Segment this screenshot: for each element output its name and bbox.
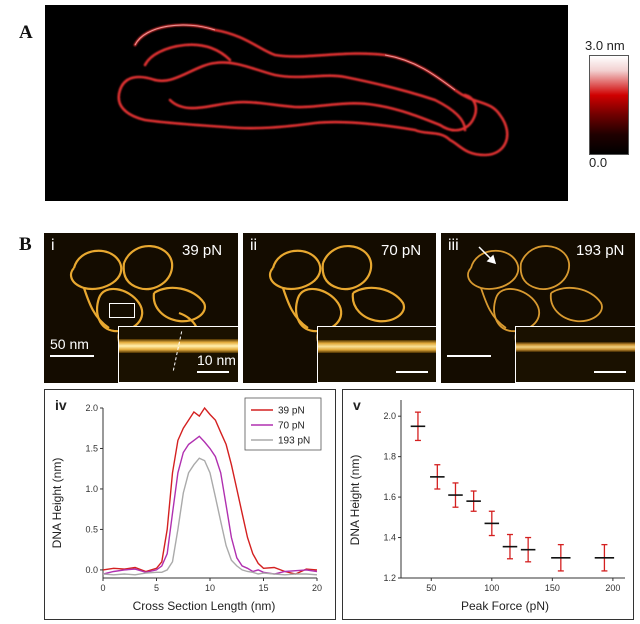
- dna-trace-iii: [467, 245, 603, 361]
- y-tick-label: 2.0: [383, 411, 396, 421]
- x-tick-label: 100: [484, 583, 499, 593]
- legend-entry: 70 pN: [278, 421, 305, 432]
- data-point: [594, 543, 615, 572]
- chart-v: v 50 100 150 200 1.2 1.4 1.6 1.8 2.0 Peak Force …: [348, 397, 625, 613]
- chart-iv-panel-label: iv: [55, 397, 67, 413]
- afm-image-i: i 39 pN 50 nm 10 nm: [44, 233, 239, 383]
- image-label-ii: ii: [250, 237, 258, 254]
- legend-entry: 39 pN: [278, 406, 305, 417]
- y-tick-label: 0.5: [85, 524, 98, 534]
- colorbar-max-label: 3.0 nm: [585, 38, 625, 53]
- chart-v-panel-label: v: [353, 397, 361, 413]
- y-tick-label: 1.6: [383, 492, 396, 502]
- x-tick-label: 150: [545, 583, 560, 593]
- y-tick-label: 0.0: [85, 565, 98, 575]
- data-point: [551, 543, 571, 572]
- legend-box: [244, 397, 322, 451]
- chart-iv-frame: iv 0 5 10 15 20 0.0 0.5 1.0 1.5 2.0 39 pN 70 pN 193…: [44, 389, 336, 620]
- dna-strand-zoom: [119, 339, 238, 353]
- legend-entry: 193 pN: [278, 436, 310, 447]
- series-line-70-pn: [102, 435, 318, 575]
- afm-image-a: [45, 5, 568, 201]
- x-tick-label: 5: [154, 583, 159, 593]
- data-point: [448, 482, 463, 508]
- image-label-i: i: [51, 237, 55, 254]
- chart-iv-ylabel: DNA Height (nm): [50, 458, 64, 549]
- colorbar-min-label: 0.0: [589, 155, 608, 170]
- scale-bar-inset: [594, 371, 626, 373]
- data-point: [410, 411, 426, 442]
- dna-loop-trace-a: [117, 23, 509, 157]
- dna-strand-zoom: [516, 342, 635, 352]
- dna-strand-zoom: [318, 340, 436, 353]
- chart-v-ylabel: DNA Height (nm): [348, 455, 362, 546]
- afm-image-iii: iii 193 pN: [441, 233, 636, 383]
- series-line-39-pn: [102, 406, 318, 575]
- x-tick-label: 50: [426, 583, 436, 593]
- panel-letter-b: B: [19, 234, 32, 255]
- data-point: [430, 464, 445, 490]
- chart-iv: iv 0 5 10 15 20 0.0 0.5 1.0 1.5 2.0 39 pN 70 pN 193…: [50, 397, 322, 613]
- y-tick-label: 1.5: [85, 443, 98, 453]
- data-point: [466, 490, 481, 512]
- arrow-indicator: [478, 246, 497, 265]
- zoom-inset-iii: [515, 326, 636, 383]
- afm-image-ii: ii 70 pN: [243, 233, 437, 383]
- series-line-193-pn: [102, 457, 318, 576]
- scale-bar-main: [50, 355, 94, 357]
- scale-bar-main: [447, 355, 491, 357]
- colorbar: [589, 55, 629, 155]
- x-tick-label: 15: [258, 583, 268, 593]
- zoom-inset-i: 10 nm: [118, 326, 239, 383]
- chart-v-xlabel: Peak Force (pN): [461, 599, 549, 613]
- y-tick-label: 1.8: [383, 452, 396, 462]
- inset-region-marker: [109, 303, 135, 318]
- data-point: [502, 533, 518, 560]
- force-label-iii: 193 pN: [576, 242, 625, 259]
- chart-v-frame: v 50 100 150 200 1.2 1.4 1.6 1.8 2.0 Peak Force …: [342, 389, 634, 620]
- y-tick-label: 1.0: [85, 484, 98, 494]
- y-tick-label: 1.4: [383, 533, 396, 543]
- zoom-inset-ii: [317, 326, 437, 383]
- y-tick-label: 1.2: [383, 573, 396, 583]
- x-tick-label: 0: [100, 583, 105, 593]
- x-tick-label: 20: [312, 583, 322, 593]
- scale-bar-inset: [197, 371, 229, 373]
- scale-bar-label-inset: 10 nm: [197, 352, 236, 368]
- force-label-i: 39 pN: [182, 242, 223, 259]
- panel-letter-a: A: [19, 22, 33, 43]
- y-tick-label: 2.0: [85, 403, 98, 413]
- scale-bar-label-main: 50 nm: [50, 336, 89, 352]
- image-label-iii: iii: [448, 237, 459, 254]
- x-tick-label: 10: [205, 583, 215, 593]
- x-tick-label: 200: [605, 583, 620, 593]
- data-point: [520, 536, 536, 563]
- force-label-ii: 70 pN: [381, 242, 422, 259]
- data-point: [484, 510, 500, 537]
- scale-bar-inset: [396, 371, 428, 373]
- chart-iv-xlabel: Cross Section Length (nm): [133, 599, 276, 613]
